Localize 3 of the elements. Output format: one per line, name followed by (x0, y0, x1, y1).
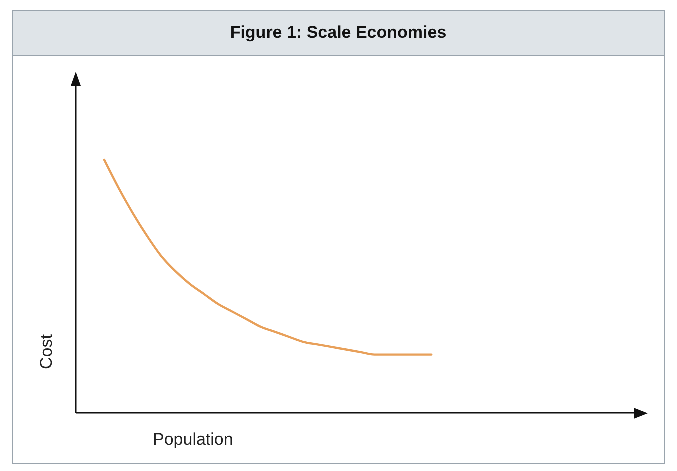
y-axis-title: Cost (37, 334, 57, 370)
x-axis-title: Population (153, 430, 234, 450)
chart-title: Figure 1: Scale Economies (13, 11, 664, 56)
